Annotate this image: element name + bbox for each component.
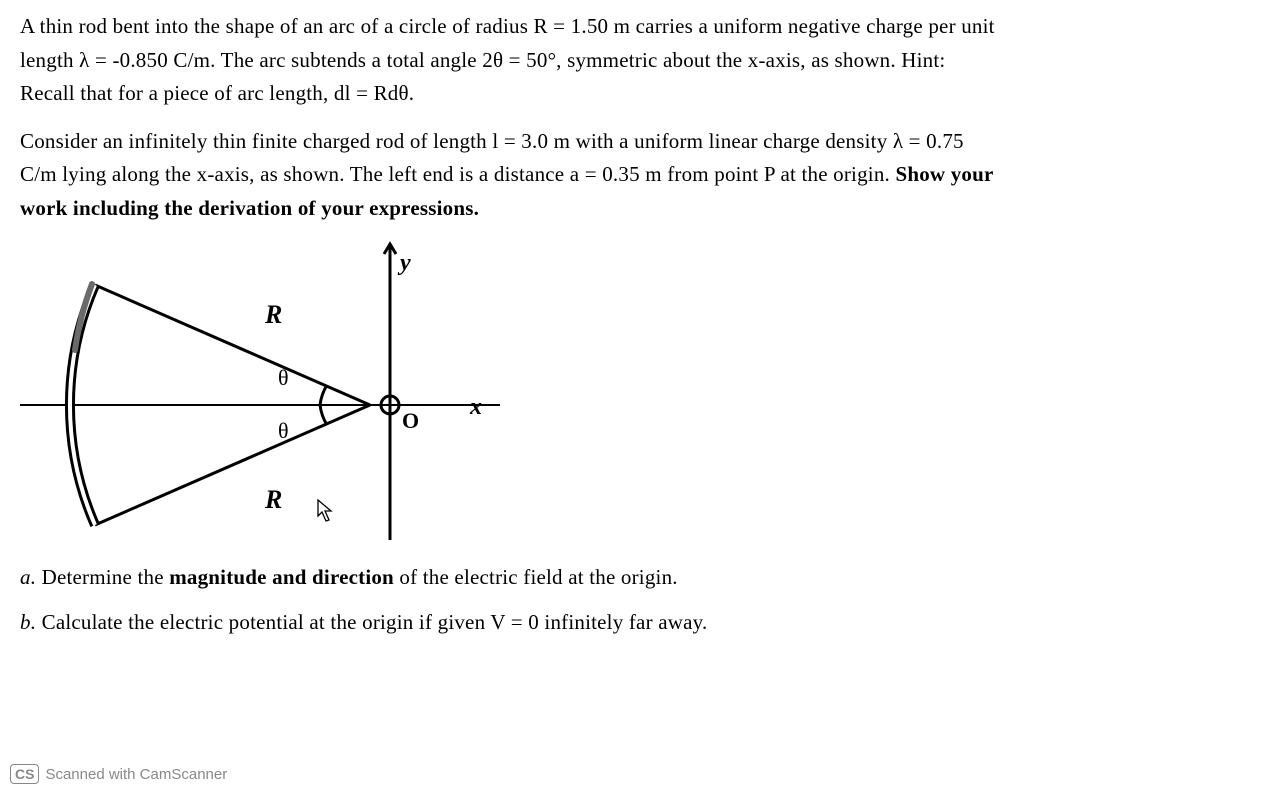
p2-bold2: work including the derivation of your ex…	[20, 196, 479, 220]
p2-bold1: Show your	[895, 162, 993, 186]
arc-diagram: y x O R R θ θ	[20, 240, 540, 540]
p2-l: l = 3.0 m	[492, 129, 570, 153]
p2-lambda: λ = 0.75	[893, 129, 964, 153]
qb-label: b.	[20, 610, 36, 634]
theta-lower-label: θ	[278, 418, 289, 444]
qa-rest: of the electric field at the origin.	[394, 565, 678, 589]
p1-text: . The arc subtends a total angle	[210, 48, 482, 72]
qa-text: Determine the	[36, 565, 169, 589]
p2-a: a = 0.35 m	[570, 162, 662, 186]
p1-R: R = 1.50 m	[534, 14, 631, 38]
p1-text: A thin rod bent into the shape of an arc…	[20, 14, 534, 38]
p1-text: , symmetric about the x-axis, as shown. …	[556, 48, 945, 72]
question-a: a. Determine the magnitude and direction…	[20, 560, 1260, 596]
paragraph-2: Consider an infinitely thin finite charg…	[20, 125, 1260, 226]
cs-badge-icon: CS	[10, 764, 39, 784]
qa-bold: magnitude and direction	[169, 565, 394, 589]
p2-text: from point P at the origin.	[662, 162, 896, 186]
p2-text: C/m lying along the x-axis, as shown. Th…	[20, 162, 570, 186]
p1-dl: dl = Rdθ.	[334, 81, 414, 105]
question-b: b. Calculate the electric potential at t…	[20, 605, 1260, 641]
p1-angle: 2θ = 50°	[482, 48, 556, 72]
cursor-icon	[318, 500, 331, 521]
R-upper-label: R	[265, 300, 282, 330]
qa-label: a.	[20, 565, 36, 589]
x-axis-label: x	[470, 394, 482, 421]
R-lower-label: R	[265, 485, 282, 515]
y-axis-label: y	[400, 250, 411, 277]
scanner-footer: CS Scanned with CamScanner	[10, 764, 227, 784]
p1-text: carries a uniform negative charge per un…	[630, 14, 994, 38]
footer-text: Scanned with CamScanner	[45, 766, 227, 783]
p1-lambda: λ = -0.850 C/m	[79, 48, 210, 72]
origin-label: O	[402, 408, 419, 434]
p2-text: Consider an infinitely thin finite charg…	[20, 129, 492, 153]
p2-text: with a uniform linear charge density	[570, 129, 893, 153]
qb-text: Calculate the electric potential at the …	[36, 610, 707, 634]
p1-text: Recall that for a piece of arc length,	[20, 81, 334, 105]
theta-upper-label: θ	[278, 365, 289, 391]
paragraph-1: A thin rod bent into the shape of an arc…	[20, 10, 1260, 111]
p1-text: length	[20, 48, 79, 72]
